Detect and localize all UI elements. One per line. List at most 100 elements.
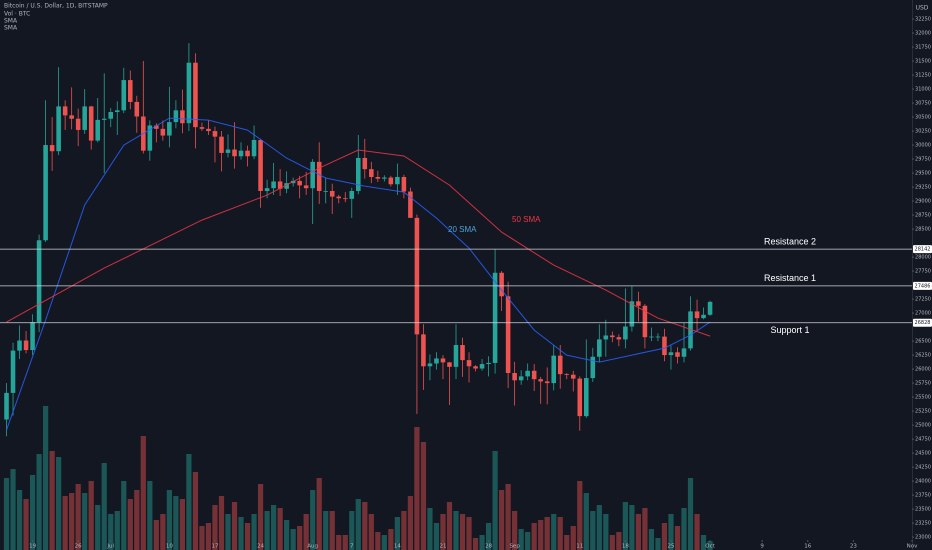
candle-body [642,305,648,338]
candle-body [277,181,283,189]
volume-bar [342,535,348,550]
volume-bar [609,535,615,550]
y-tick-label: 29750 [915,157,931,163]
volume-bar [147,481,153,550]
x-tick-label: 11 [576,544,583,550]
candle-body [479,364,485,369]
volume-bar [674,526,681,550]
x-tick-label: Sep [509,544,520,550]
y-tick-label: 30750 [915,101,931,107]
candle-body [395,176,400,185]
candle-body [512,373,517,381]
candle-body [453,345,459,367]
volume-bar [622,502,628,550]
x-tick-label: 10 [166,544,173,550]
level-price: 27486 [915,283,931,289]
candle-body [570,374,576,379]
volume-bar [368,514,374,550]
level-label: Resistance 1 [764,273,816,283]
volume-bar [485,523,492,550]
x-tick-label: 14 [394,544,401,550]
x-tick-label: Jul [106,544,114,550]
candle-body [108,112,114,119]
y-tick-label: 32000 [915,31,931,37]
volume-pane [3,406,713,550]
y-tick-label: 31250 [915,73,931,79]
volume-bar [140,436,146,550]
volume-bar [192,472,199,550]
y-tick-label: 25000 [915,423,931,429]
y-tick-label: 23500 [915,507,931,513]
y-tick-label: 23750 [915,493,931,499]
y-tick-label: 28750 [915,213,931,219]
candle-body [69,115,74,119]
chart-title: Bitcoin / U.S. Dollar, 1D, BITSTAMP [4,3,108,10]
volume-bar [544,517,550,550]
y-tick-label: 25750 [915,381,931,387]
candle-body [564,374,570,375]
candle-body [167,122,172,136]
candle-body [310,161,315,189]
x-tick-label: 7 [350,544,354,550]
volume-bar [564,535,570,550]
volume-bar [505,484,511,550]
volume-bar [668,514,674,550]
candle-body [505,296,511,374]
volume-bar [329,511,335,550]
y-tick-label: 29500 [915,171,931,177]
candle-body [388,177,394,185]
candle-body [440,358,446,363]
volume-bar [316,478,322,550]
x-tick-label: 19 [29,544,36,550]
x-tick-label: 9 [760,544,764,550]
volume-bar [16,490,23,550]
volume-bar [577,481,583,550]
candle-body [584,378,589,417]
candle-body [349,190,355,199]
price-axis: 2300023250235002375024000242502450024750… [29,17,932,550]
candle-body [401,176,407,192]
y-tick-label: 24000 [915,479,931,485]
y-tick-label: 31750 [915,45,931,51]
candle-body [447,362,452,367]
volume-bar [603,514,609,550]
volume-bar [538,520,544,550]
volume-bar [583,493,589,550]
volume-bar [375,532,381,550]
volume-bar [36,454,42,550]
candle-body [597,339,602,357]
candle-body [193,62,198,128]
volume-bar [655,538,661,550]
x-tick-label: 21 [439,544,446,550]
x-tick-label: Oct [705,544,715,550]
candle-body [342,198,348,200]
y-tick-label: 27250 [915,297,931,303]
volume-bar [355,499,361,550]
volume-bar [498,490,505,550]
y-tick-label: 23250 [915,521,931,527]
level-price-box [913,281,932,290]
volume-bar [75,484,81,550]
volume-bar [466,517,472,550]
volume-bar [551,514,557,550]
level-price: 26828 [915,320,931,326]
volume-bar [251,514,257,550]
candle-body [538,379,543,382]
candle-body [544,381,550,384]
x-tick-label: 16 [804,544,811,550]
candle-body [206,128,211,132]
volume-bar [69,493,75,550]
candle-body [271,181,276,189]
candle-body [251,140,257,157]
indicator-label: SMA [4,25,18,32]
candle-body [499,272,504,297]
volume-bar [56,457,62,550]
volume-bar [186,454,192,550]
x-tick-label: 28 [485,544,492,550]
price-pane: 20 SMA 50 SMA Resistance 2 Resistance 1 Supp… [0,43,912,437]
volume-bar [518,529,524,550]
candle-body [101,118,107,120]
volume-bar [661,523,668,550]
candle-body [356,157,361,191]
volume-bar [49,451,55,550]
